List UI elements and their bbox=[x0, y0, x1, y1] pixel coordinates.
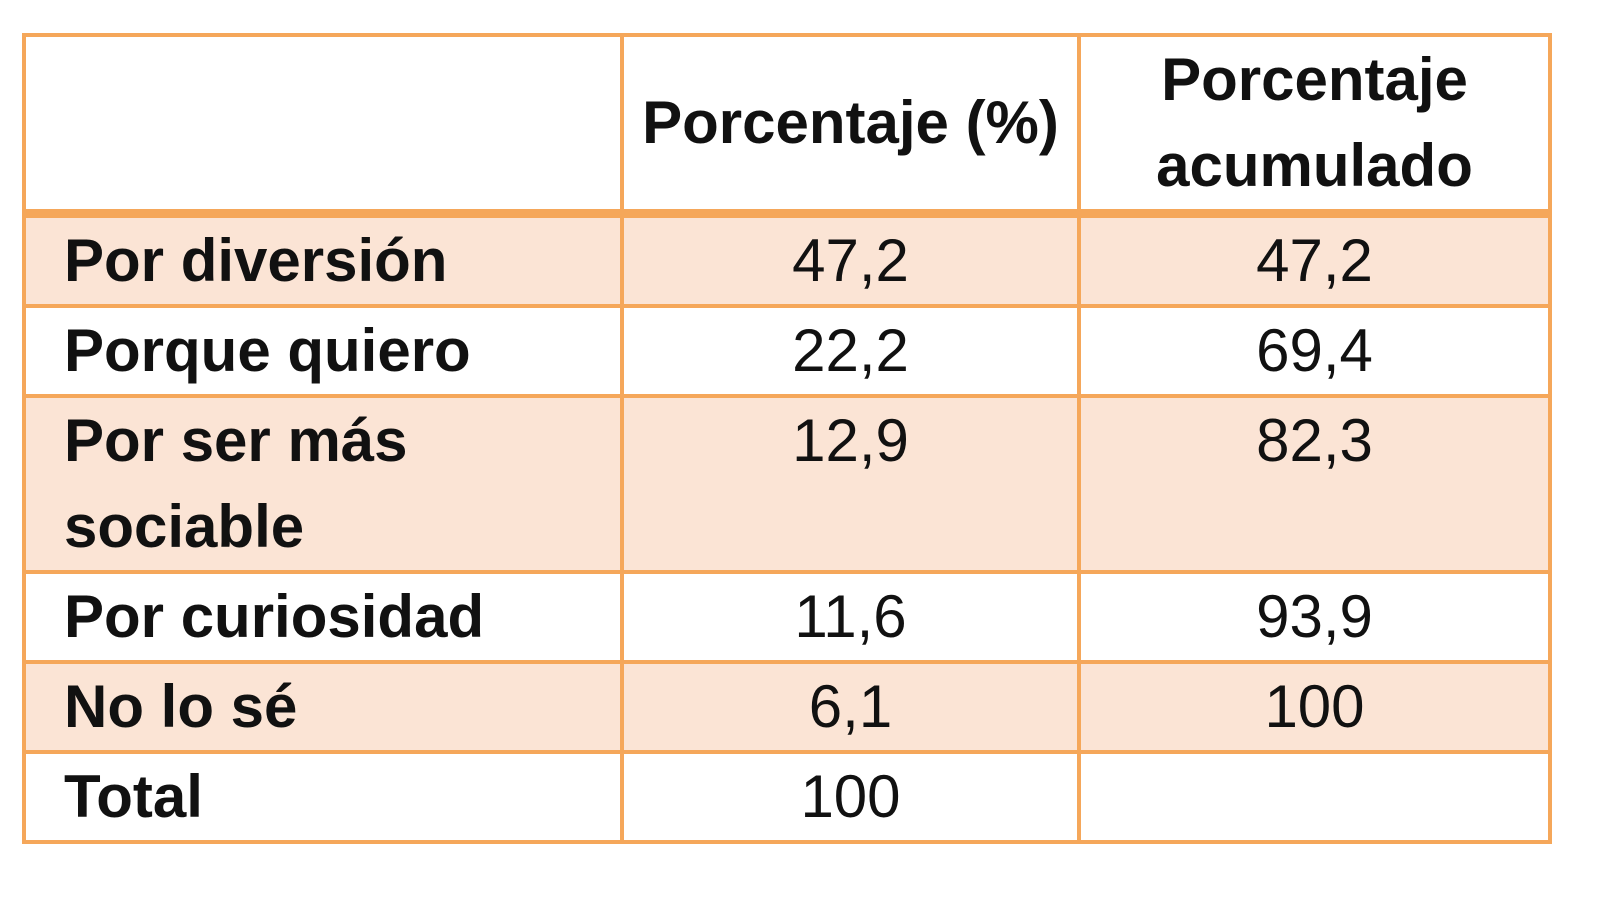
cumulative-cell: 82,3 bbox=[1077, 394, 1552, 574]
percent-cell: 6,1 bbox=[620, 660, 1081, 754]
column-header: Porcentaje (%) bbox=[620, 33, 1081, 218]
table-row: Porque quiero 22,2 69,4 bbox=[22, 304, 1552, 398]
percent-cell: 12,9 bbox=[620, 394, 1081, 574]
percent-cell: 47,2 bbox=[620, 211, 1081, 308]
table-row: Por curiosidad 11,6 93,9 bbox=[22, 570, 1552, 664]
cumulative-cell: 69,4 bbox=[1077, 304, 1552, 398]
cumulative-cell bbox=[1077, 750, 1552, 844]
cumulative-cell: 100 bbox=[1077, 660, 1552, 754]
table-row: No lo sé 6,1 100 bbox=[22, 660, 1552, 754]
percent-cell: 22,2 bbox=[620, 304, 1081, 398]
data-table: Porcentaje (%) Porcentaje acumulado Por … bbox=[22, 33, 1552, 844]
row-label: No lo sé bbox=[22, 660, 624, 754]
percent-cell: 100 bbox=[620, 750, 1081, 844]
cumulative-cell: 47,2 bbox=[1077, 211, 1552, 308]
header-row: Porcentaje (%) Porcentaje acumulado bbox=[22, 33, 1552, 218]
table-row: Por ser más sociable 12,9 82,3 bbox=[22, 394, 1552, 574]
row-label: Por diversión bbox=[22, 211, 624, 308]
table-row: Total 100 bbox=[22, 750, 1552, 844]
cumulative-cell: 93,9 bbox=[1077, 570, 1552, 664]
table-body: Por diversión 47,2 47,2 Porque quiero 22,2 69… bbox=[22, 211, 1552, 844]
corner-cell bbox=[22, 33, 624, 218]
row-label: Por ser más sociable bbox=[22, 394, 624, 574]
row-label: Por curiosidad bbox=[22, 570, 624, 664]
row-label: Total bbox=[22, 750, 624, 844]
table-row: Por diversión 47,2 47,2 bbox=[22, 211, 1552, 308]
percent-cell: 11,6 bbox=[620, 570, 1081, 664]
column-header: Porcentaje acumulado bbox=[1077, 33, 1552, 218]
row-label: Porque quiero bbox=[22, 304, 624, 398]
